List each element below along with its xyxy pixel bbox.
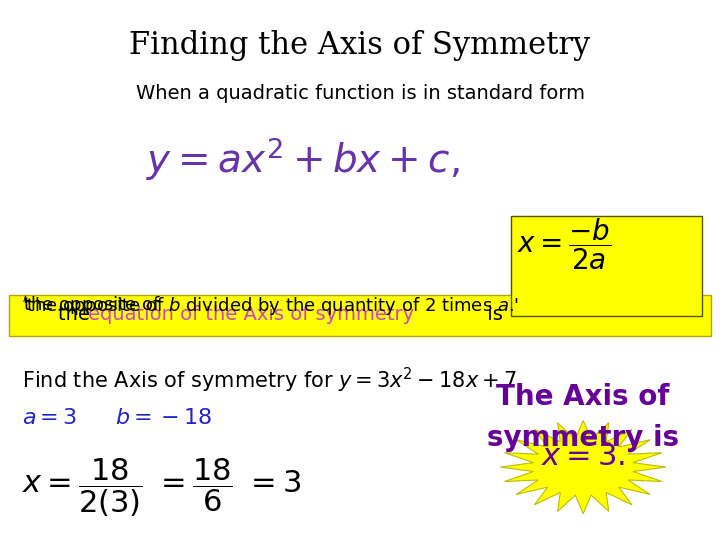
Text: the: the [58,305,96,324]
FancyBboxPatch shape [9,295,711,336]
Text: $y = ax^2 + bx + c,$: $y = ax^2 + bx + c,$ [145,135,459,183]
FancyBboxPatch shape [511,216,702,316]
Text: $x = \dfrac{18}{2(3)}\ = \dfrac{18}{6}\ = 3$: $x = \dfrac{18}{2(3)}\ = \dfrac{18}{6}\ … [22,456,301,519]
Text: $\mathit{x = 3.}$: $\mathit{x = 3.}$ [541,442,625,471]
Text: Find the Axis of symmetry for $y = 3x^2 - 18x + 7$: Find the Axis of symmetry for $y = 3x^2 … [22,366,516,395]
Text: $\mathsf{'\!the\ opposite\ of\ }$: $\mathsf{'\!the\ opposite\ of\ }$ [22,294,161,318]
Text: This is best read as …: This is best read as … [29,310,243,329]
Text: equation of the Axis of symmetry: equation of the Axis of symmetry [88,305,414,324]
Text: symmetry is: symmetry is [487,424,679,452]
Text: $\mathit{a = 3}$: $\mathit{a = 3}$ [22,408,77,428]
Text: $\mathit{b = -18}$: $\mathit{b = -18}$ [115,408,212,428]
Text: The Axis of: The Axis of [497,383,670,411]
Polygon shape [500,421,666,514]
Text: is: is [481,305,503,324]
Text: Finding the Axis of Symmetry: Finding the Axis of Symmetry [130,30,590,60]
Text: 'the opposite of $b$ divided by the quantity of 2 times $a$.': 'the opposite of $b$ divided by the quan… [22,295,518,318]
Text: $x = \dfrac{-b}{2a}$: $x = \dfrac{-b}{2a}$ [517,216,611,272]
Text: When a quadratic function is in standard form: When a quadratic function is in standard… [135,84,585,103]
